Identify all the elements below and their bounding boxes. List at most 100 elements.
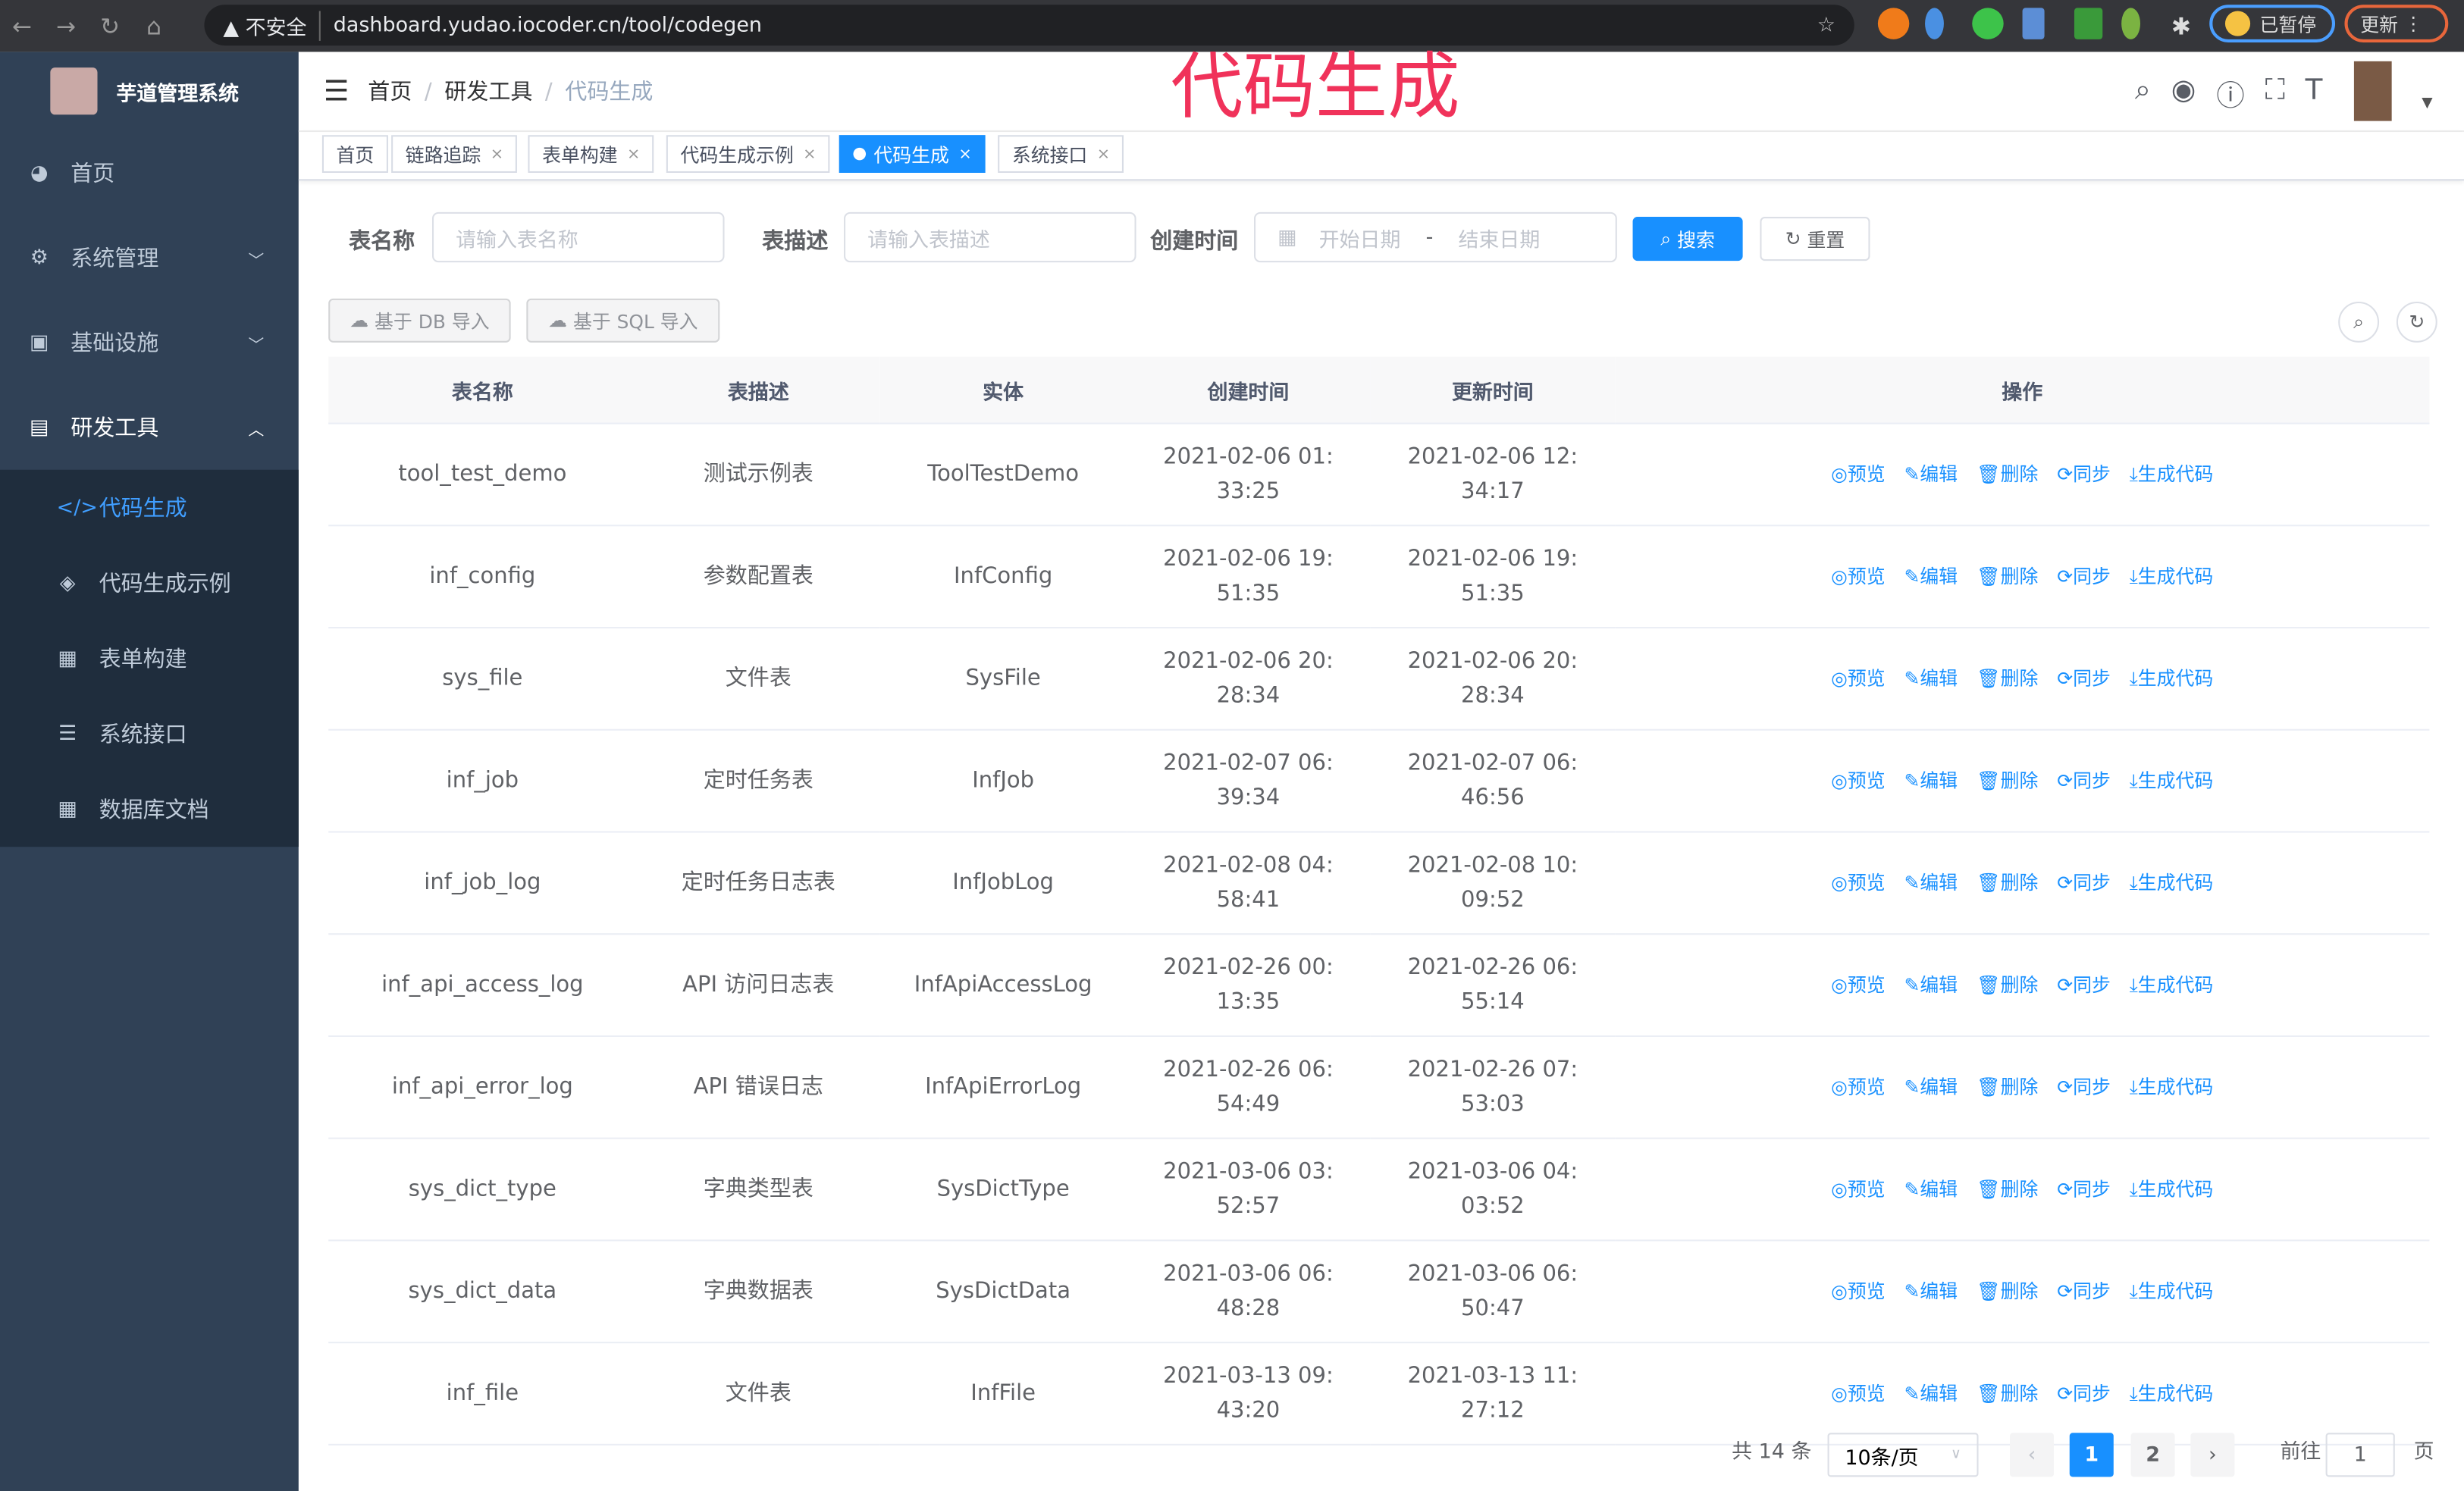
action-delete-button[interactable]: 🗑删除 [1977, 866, 2038, 901]
action-sync-button[interactable]: ⟳同步 [2057, 763, 2111, 798]
sidebar-item-form-build[interactable]: ▦ 表单构建 [0, 621, 299, 696]
reload-icon[interactable]: ↻ [100, 11, 121, 40]
tab-swagger[interactable]: 系统接口 × [998, 135, 1124, 173]
action-delete-button[interactable]: 🗑删除 [1977, 662, 2038, 697]
action-sync-button[interactable]: ⟳同步 [2057, 1274, 2111, 1309]
action-generate-button[interactable]: ⤓生成代码 [2130, 457, 2214, 492]
caret-down-icon[interactable]: ▼ [2422, 96, 2433, 112]
sidebar-item-codegen-demo[interactable]: ◈ 代码生成示例 [0, 545, 299, 620]
action-delete-button[interactable]: 🗑删除 [1977, 457, 2038, 492]
sidebar-item-devtools[interactable]: ▤ 研发工具 ︿ [0, 385, 299, 470]
breadcrumb-home[interactable]: 首页 [368, 80, 412, 105]
import-sql-button[interactable]: ☁ 基于 SQL 导入 [526, 298, 720, 343]
app-logo[interactable]: 芋道管理系统 [0, 52, 299, 130]
action-delete-button[interactable]: 🗑删除 [1977, 1377, 2038, 1411]
search-icon[interactable]: ⌕ [2134, 74, 2151, 107]
tab-form-build[interactable]: 表单构建 × [528, 135, 655, 173]
action-sync-button[interactable]: ⟳同步 [2057, 1070, 2111, 1105]
action-generate-button[interactable]: ⤓生成代码 [2130, 1070, 2214, 1105]
action-delete-button[interactable]: 🗑删除 [1977, 559, 2038, 594]
goto-page-input[interactable]: 1 [2325, 1433, 2395, 1477]
action-edit-button[interactable]: ✎编辑 [1904, 1070, 1958, 1105]
action-sync-button[interactable]: ⟳同步 [2057, 866, 2111, 901]
help-icon[interactable]: ⓘ [2216, 80, 2245, 114]
font-size-icon[interactable]: T [2305, 74, 2323, 107]
close-icon[interactable]: × [1096, 145, 1111, 163]
action-generate-button[interactable]: ⤓生成代码 [2130, 1377, 2214, 1411]
action-sync-button[interactable]: ⟳同步 [2057, 662, 2111, 697]
prev-page-button[interactable]: ‹ [2009, 1433, 2055, 1477]
user-avatar[interactable] [2353, 61, 2392, 121]
close-icon[interactable]: × [958, 145, 972, 163]
extension-icon[interactable] [2074, 8, 2103, 39]
sidebar-item-system[interactable]: ⚙ 系统管理 ﹀ [0, 215, 299, 300]
action-edit-button[interactable]: ✎编辑 [1904, 968, 1958, 1003]
close-icon[interactable]: × [490, 145, 504, 163]
next-page-button[interactable]: › [2190, 1433, 2235, 1477]
action-generate-button[interactable]: ⤓生成代码 [2130, 968, 2214, 1003]
action-edit-button[interactable]: ✎编辑 [1904, 763, 1958, 798]
action-delete-button[interactable]: 🗑删除 [1977, 1172, 2038, 1207]
extension-icon[interactable] [2022, 8, 2045, 39]
action-generate-button[interactable]: ⤓生成代码 [2130, 866, 2214, 901]
action-sync-button[interactable]: ⟳同步 [2057, 457, 2111, 492]
action-preview-button[interactable]: ◎预览 [1831, 1274, 1886, 1309]
end-date-input[interactable]: 结束日期 [1458, 228, 1541, 252]
action-sync-button[interactable]: ⟳同步 [2057, 968, 2111, 1003]
home-icon[interactable]: ⌂ [146, 11, 162, 40]
hamburger-icon[interactable]: ☰ [323, 74, 350, 108]
date-range-picker[interactable]: ▦ 开始日期 - 结束日期 [1254, 211, 1617, 263]
action-preview-button[interactable]: ◎预览 [1831, 866, 1886, 901]
sidebar-item-infra[interactable]: ▣ 基础设施 ﹀ [0, 300, 299, 385]
action-sync-button[interactable]: ⟳同步 [2057, 1172, 2111, 1207]
extension-icon[interactable] [1972, 8, 2004, 39]
sidebar-item-home[interactable]: ◕ 首页 [0, 130, 299, 215]
action-preview-button[interactable]: ◎预览 [1831, 763, 1886, 798]
back-icon[interactable]: ← [11, 11, 33, 40]
github-icon[interactable]: ◉ [2171, 74, 2196, 107]
action-generate-button[interactable]: ⤓生成代码 [2130, 1172, 2214, 1207]
action-delete-button[interactable]: 🗑删除 [1977, 1274, 2038, 1309]
action-edit-button[interactable]: ✎编辑 [1904, 1377, 1958, 1411]
action-preview-button[interactable]: ◎预览 [1831, 1070, 1886, 1105]
action-edit-button[interactable]: ✎编辑 [1904, 559, 1958, 594]
start-date-input[interactable]: 开始日期 [1318, 228, 1401, 252]
security-warning[interactable]: ▲ 不安全 [223, 10, 321, 40]
puzzle-icon[interactable]: ✱ [2171, 11, 2191, 40]
action-generate-button[interactable]: ⤓生成代码 [2130, 662, 2214, 697]
action-preview-button[interactable]: ◎预览 [1831, 662, 1886, 697]
action-preview-button[interactable]: ◎预览 [1831, 968, 1886, 1003]
action-sync-button[interactable]: ⟳同步 [2057, 559, 2111, 594]
close-icon[interactable]: × [627, 145, 641, 163]
table-desc-input[interactable]: 请输入表描述 [844, 211, 1136, 263]
action-preview-button[interactable]: ◎预览 [1831, 559, 1886, 594]
page-2-button[interactable]: 2 [2130, 1433, 2175, 1477]
page-size-select[interactable]: 10条/页 ∨ [1827, 1433, 1979, 1477]
extension-icon[interactable] [2121, 8, 2141, 39]
sidebar-item-swagger[interactable]: ☰ 系统接口 [0, 696, 299, 771]
update-button[interactable]: 更新 ⋮ [2344, 5, 2449, 42]
import-db-button[interactable]: ☁ 基于 DB 导入 [328, 298, 511, 343]
action-edit-button[interactable]: ✎编辑 [1904, 866, 1958, 901]
action-delete-button[interactable]: 🗑删除 [1977, 763, 2038, 798]
action-edit-button[interactable]: ✎编辑 [1904, 662, 1958, 697]
tab-codegen[interactable]: 代码生成 × [839, 135, 986, 173]
action-edit-button[interactable]: ✎编辑 [1904, 1274, 1958, 1309]
refresh-button[interactable]: ↻ [2396, 301, 2437, 343]
action-generate-button[interactable]: ⤓生成代码 [2130, 559, 2214, 594]
action-preview-button[interactable]: ◎预览 [1831, 1377, 1886, 1411]
tab-trace[interactable]: 链路追踪 × [391, 135, 518, 173]
action-preview-button[interactable]: ◎预览 [1831, 457, 1886, 492]
toggle-search-button[interactable]: ⌕ [2338, 301, 2380, 343]
action-generate-button[interactable]: ⤓生成代码 [2130, 1274, 2214, 1309]
sidebar-item-codegen[interactable]: </> 代码生成 [0, 470, 299, 545]
action-generate-button[interactable]: ⤓生成代码 [2130, 763, 2214, 798]
tab-home[interactable]: 首页 [321, 135, 388, 173]
action-sync-button[interactable]: ⟳同步 [2057, 1377, 2111, 1411]
breadcrumb-devtools[interactable]: 研发工具 [444, 80, 533, 105]
forward-icon[interactable]: → [56, 11, 77, 40]
action-delete-button[interactable]: 🗑删除 [1977, 1070, 2038, 1105]
close-icon[interactable]: × [803, 145, 817, 163]
address-bar[interactable]: ▲ 不安全 dashboard.yudao.iocoder.cn/tool/co… [204, 5, 1854, 46]
action-edit-button[interactable]: ✎编辑 [1904, 1172, 1958, 1207]
